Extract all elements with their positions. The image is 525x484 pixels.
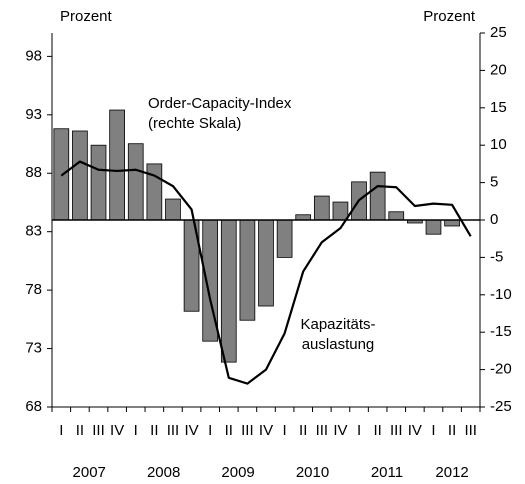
year-label: 2010: [296, 464, 329, 481]
year-label: 2008: [147, 464, 180, 481]
x-tick-label: III: [167, 422, 180, 439]
year-label: 2009: [221, 464, 254, 481]
y2-tick-label: 25: [490, 24, 507, 41]
bar: [165, 198, 181, 221]
x-tick-label: I: [134, 422, 138, 439]
year-label: 2012: [435, 464, 468, 481]
bar: [72, 130, 88, 221]
y2-tick-label: -15: [490, 323, 512, 340]
bar: [127, 143, 144, 221]
y-tick-label: 93: [25, 106, 42, 123]
bar: [332, 201, 349, 221]
y2-axis-label: Prozent: [423, 8, 476, 25]
y-tick-label: 73: [25, 340, 42, 357]
x-tick-label: IV: [259, 422, 273, 439]
x-tick-label: IV: [408, 422, 422, 439]
x-tick-label: III: [316, 422, 329, 439]
annotation: Order-Capacity-Index: [148, 95, 292, 112]
y-tick-label: 78: [25, 281, 42, 298]
y-tick-label: 83: [25, 223, 42, 240]
bar: [388, 211, 405, 221]
bar: [220, 219, 237, 363]
x-tick-label: I: [208, 422, 212, 439]
bar: [313, 195, 330, 221]
x-tick-label: III: [390, 422, 403, 439]
x-tick-label: IV: [110, 422, 124, 439]
y2-tick-label: -25: [490, 398, 512, 415]
x-tick-label: I: [357, 422, 361, 439]
y-tick-label: 88: [25, 164, 42, 181]
x-tick-label: III: [241, 422, 254, 439]
x-tick-label: II: [299, 422, 307, 439]
bar: [425, 219, 442, 235]
y2-tick-label: 20: [490, 61, 507, 78]
x-tick-label: II: [76, 422, 84, 439]
x-tick-label: II: [225, 422, 233, 439]
y2-tick-label: 15: [490, 99, 507, 116]
x-tick-label: I: [59, 422, 63, 439]
x-tick-label: II: [448, 422, 456, 439]
bar: [369, 171, 386, 221]
y2-tick-label: 5: [490, 174, 498, 191]
annotation: Kapazitäts-: [300, 316, 375, 333]
bar: [109, 109, 125, 221]
bar: [258, 219, 274, 307]
year-label: 2011: [371, 464, 403, 481]
annotation: (rechte Skala): [148, 115, 241, 132]
y-tick-label: 98: [25, 47, 42, 64]
y2-tick-label: -20: [490, 361, 512, 378]
x-tick-label: IV: [333, 422, 347, 439]
x-tick-label: II: [150, 422, 158, 439]
y2-tick-label: -5: [490, 248, 503, 265]
bar: [276, 219, 293, 258]
y-axis-label: Prozent: [60, 8, 113, 25]
bar: [146, 163, 163, 221]
x-tick-label: II: [373, 422, 381, 439]
year-label: 2007: [73, 464, 106, 481]
x-tick-label: III: [92, 422, 105, 439]
annotation: auslastung: [302, 336, 375, 353]
y2-tick-label: 0: [490, 211, 498, 228]
bar: [295, 214, 312, 221]
bar: [239, 219, 256, 321]
y-tick-label: 68: [25, 398, 42, 415]
y2-tick-label: 10: [490, 136, 507, 153]
line: [60, 160, 472, 385]
bar: [444, 219, 460, 227]
y2-tick-label: -10: [490, 286, 512, 303]
bar: [90, 144, 107, 221]
x-tick-label: IV: [184, 422, 198, 439]
x-tick-label: I: [431, 422, 435, 439]
x-tick-label: III: [464, 422, 477, 439]
x-tick-label: I: [283, 422, 287, 439]
